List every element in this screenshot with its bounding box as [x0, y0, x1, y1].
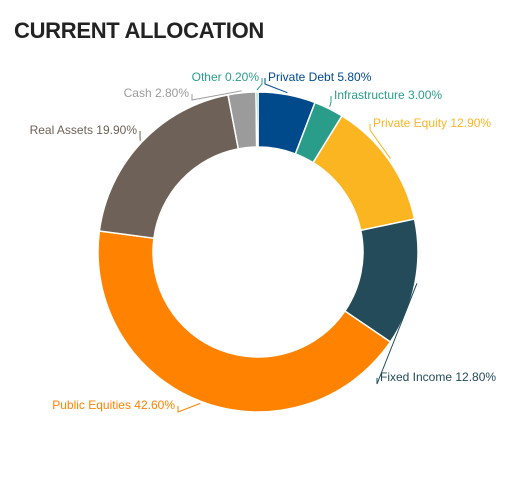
slice-value: 19.90% — [96, 123, 137, 137]
donut-segment — [97, 230, 392, 413]
leader-line — [177, 402, 201, 413]
slice-name: Fixed Income — [380, 370, 452, 384]
leader-line — [191, 90, 242, 101]
leader-line — [376, 283, 418, 385]
slice-label: Real Assets 19.90% — [30, 123, 138, 137]
leader-line — [264, 78, 288, 94]
leader-line — [329, 96, 332, 107]
slice-label: Private Debt 5.80% — [268, 70, 372, 84]
slice-name: Other — [192, 70, 222, 84]
slice-name: Real Assets — [30, 123, 93, 137]
slice-label: Cash 2.80% — [124, 86, 190, 100]
slice-name: Infrastructure — [334, 88, 405, 102]
slice-name: Private Debt — [268, 70, 335, 84]
slice-name: Private Equity — [373, 116, 447, 130]
slice-value: 5.80% — [337, 70, 371, 84]
slice-value: 12.90% — [450, 116, 491, 130]
slice-name: Cash — [124, 86, 152, 100]
slice-label: Other 0.20% — [192, 70, 260, 84]
leader-line — [369, 124, 391, 160]
slice-value: 42.60% — [134, 398, 175, 412]
slice-label: Fixed Income 12.80% — [380, 370, 496, 384]
slice-value: 0.20% — [225, 70, 259, 84]
slice-name: Public Equities — [52, 398, 131, 412]
slice-value: 3.00% — [408, 88, 442, 102]
chart-title: CURRENT ALLOCATION — [14, 18, 264, 43]
slice-label: Infrastructure 3.00% — [334, 88, 442, 102]
slice-label: Public Equities 42.60% — [52, 398, 175, 412]
slice-label: Private Equity 12.90% — [373, 116, 491, 130]
donut-segment — [255, 91, 259, 148]
leader-line — [256, 78, 263, 91]
slice-value: 12.80% — [455, 370, 496, 384]
slice-value: 2.80% — [155, 86, 189, 100]
donut-segment — [98, 93, 240, 240]
